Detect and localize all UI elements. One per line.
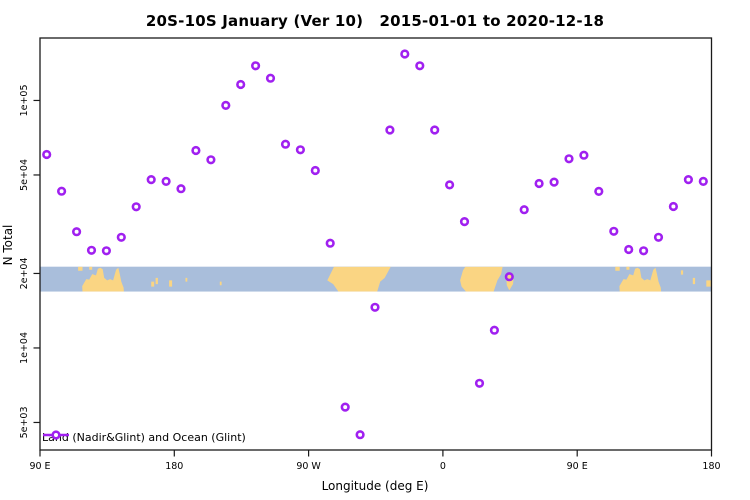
data-point bbox=[56, 186, 67, 196]
x-tick-label: 180 bbox=[702, 461, 720, 472]
data-point bbox=[310, 165, 320, 176]
data-point bbox=[624, 244, 634, 255]
data-point bbox=[221, 100, 231, 110]
data-point bbox=[415, 61, 425, 71]
data-point bbox=[161, 176, 171, 186]
data-point bbox=[265, 73, 276, 83]
map-land-australia-2 bbox=[619, 267, 662, 292]
data-point bbox=[206, 155, 216, 165]
y-axis-title: N Total bbox=[1, 224, 15, 266]
data-point bbox=[400, 49, 410, 59]
data-point bbox=[504, 272, 514, 282]
plot-border bbox=[39, 37, 713, 451]
y-tick-label: 5e+04 bbox=[19, 159, 30, 191]
map-land-australia bbox=[82, 267, 124, 292]
data-point bbox=[579, 150, 589, 160]
map-land-solomon-2 bbox=[680, 270, 684, 275]
data-point bbox=[698, 176, 708, 186]
data-point bbox=[131, 202, 141, 212]
data-point bbox=[564, 154, 574, 164]
data-point bbox=[445, 180, 455, 190]
data-point bbox=[86, 245, 97, 255]
data-point bbox=[251, 61, 261, 71]
x-axis-title: Longitude (deg E) bbox=[321, 479, 429, 493]
map-land-new-caledonia bbox=[151, 281, 155, 287]
map-land-fiji bbox=[169, 280, 173, 287]
x-tick-label: 90 E bbox=[29, 461, 50, 472]
legend-label: Land (Nadir&Glint) and Ocean (Glint) bbox=[42, 430, 246, 444]
data-point bbox=[638, 246, 649, 256]
map-land-vanuatu-2 bbox=[692, 277, 696, 285]
data-point bbox=[668, 201, 679, 212]
data-point bbox=[116, 232, 126, 242]
map-land-timor-islands-b bbox=[89, 266, 93, 270]
x-tick-label: 90 W bbox=[296, 461, 321, 472]
x-tick-label: 0 bbox=[440, 461, 446, 472]
chart-title: 20S-10S January (Ver 10) 2015-01-01 to 2… bbox=[145, 12, 605, 30]
data-point bbox=[430, 125, 440, 135]
map-land-timor-islands bbox=[78, 266, 83, 271]
data-point bbox=[683, 175, 694, 185]
data-point bbox=[594, 186, 604, 196]
y-tick-label: 1e+04 bbox=[19, 332, 30, 364]
data-point bbox=[325, 238, 335, 248]
data-point bbox=[101, 246, 111, 256]
data-point bbox=[370, 302, 380, 312]
map-land-samoa bbox=[185, 277, 188, 282]
legend: Land (Nadir&Glint) and Ocean (Glint) bbox=[42, 429, 246, 445]
map-land-timor-islands-2b bbox=[626, 266, 630, 270]
data-point bbox=[71, 227, 82, 237]
data-point bbox=[236, 79, 246, 90]
data-point bbox=[340, 402, 350, 412]
map-land-south-america bbox=[327, 266, 391, 292]
data-point bbox=[280, 139, 291, 149]
data-point bbox=[519, 205, 529, 215]
x-tick-label: 90 E bbox=[567, 461, 588, 472]
data-point bbox=[609, 226, 619, 236]
data-point bbox=[474, 378, 485, 388]
data-point bbox=[653, 232, 664, 242]
data-point bbox=[355, 430, 365, 440]
legend-marker-icon bbox=[43, 430, 69, 440]
data-point bbox=[295, 145, 306, 155]
map-land-timor-islands-2 bbox=[615, 266, 620, 271]
data-point bbox=[42, 149, 52, 160]
data-point bbox=[385, 125, 395, 135]
map-land-tahiti bbox=[219, 281, 222, 286]
map-land-fiji-2 bbox=[706, 280, 711, 287]
data-point bbox=[549, 177, 559, 187]
map-land-vanuatu bbox=[155, 277, 158, 285]
data-point bbox=[534, 178, 544, 189]
data-point bbox=[489, 325, 500, 335]
data-point bbox=[176, 184, 186, 194]
y-tick-label: 1e+05 bbox=[19, 84, 30, 116]
x-tick-label: 180 bbox=[165, 461, 183, 472]
data-point bbox=[191, 145, 201, 156]
y-tick-label: 2e+04 bbox=[19, 257, 30, 289]
data-point bbox=[146, 175, 156, 185]
data-point bbox=[459, 217, 470, 227]
y-tick-label: 5e+03 bbox=[19, 406, 30, 438]
map-land-africa bbox=[460, 266, 503, 292]
